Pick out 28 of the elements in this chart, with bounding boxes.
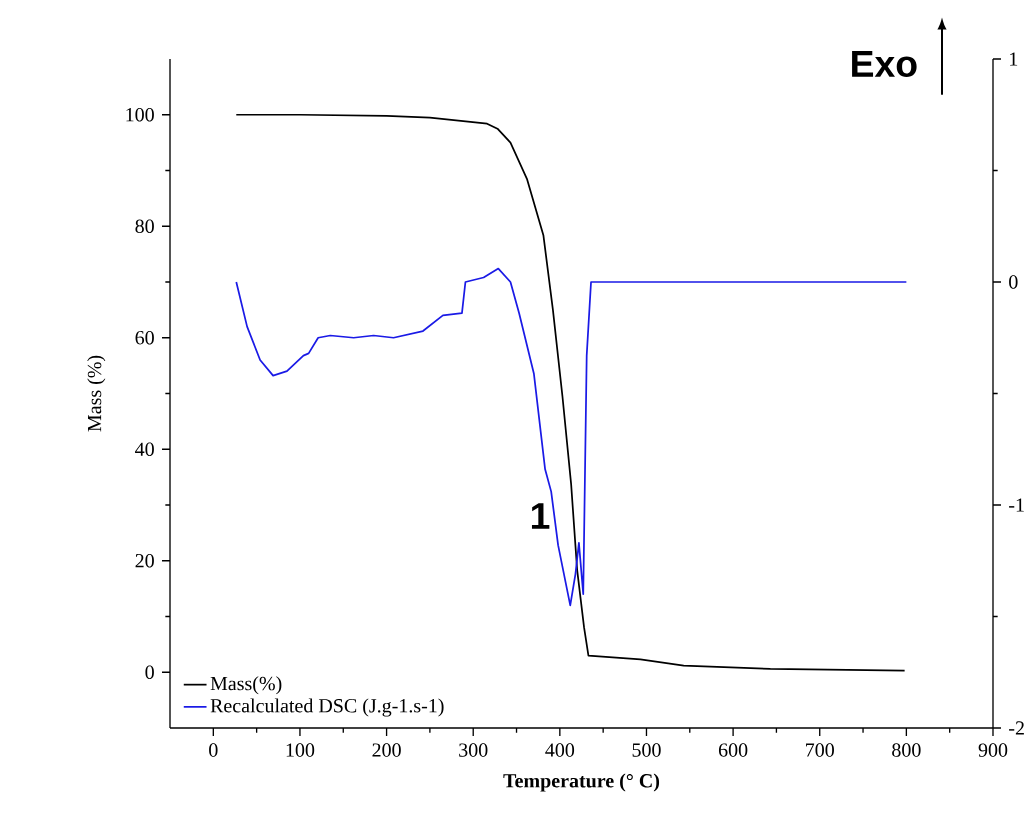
x-tick-label: 0 [209, 743, 218, 757]
x-tick-label: 600 [718, 743, 748, 757]
x-tick-label: 200 [372, 743, 401, 757]
line-series [235, 267, 908, 607]
y-tick-label: 60 [135, 330, 154, 345]
y2-tick-label: 1 [1010, 52, 1018, 66]
y-tick-label: 80 [135, 219, 154, 233]
y-tick-label: 40 [135, 442, 154, 456]
y-tick-label: 100 [126, 108, 154, 122]
x-tick-label: 800 [892, 743, 921, 757]
line-series [235, 113, 906, 672]
x-tick-label: 900 [978, 743, 1008, 757]
y-tick-label: 0 [145, 665, 154, 679]
x-tick-label: 300 [459, 743, 488, 757]
x-tick-label: 500 [632, 743, 661, 757]
legend-label: Mass(%) [210, 676, 282, 695]
legend-label: Recalculated DSC (J.g-1.s-1) [210, 698, 444, 717]
y-axis-title: Mass (%) [87, 355, 106, 432]
y2-tick-label: -1 [1009, 498, 1024, 512]
x-tick-label: 400 [545, 743, 575, 757]
annotation: 1 [531, 503, 550, 529]
x-tick-label: 100 [286, 743, 315, 757]
x-axis-title: Temperature (° C) [503, 773, 660, 792]
y2-tick-label: -2 [1009, 721, 1024, 735]
x-tick-label: 700 [806, 743, 834, 757]
annotation: Exo [852, 50, 917, 78]
y2-tick-label: 0 [1009, 275, 1018, 289]
y-tick-label: 20 [135, 553, 154, 568]
